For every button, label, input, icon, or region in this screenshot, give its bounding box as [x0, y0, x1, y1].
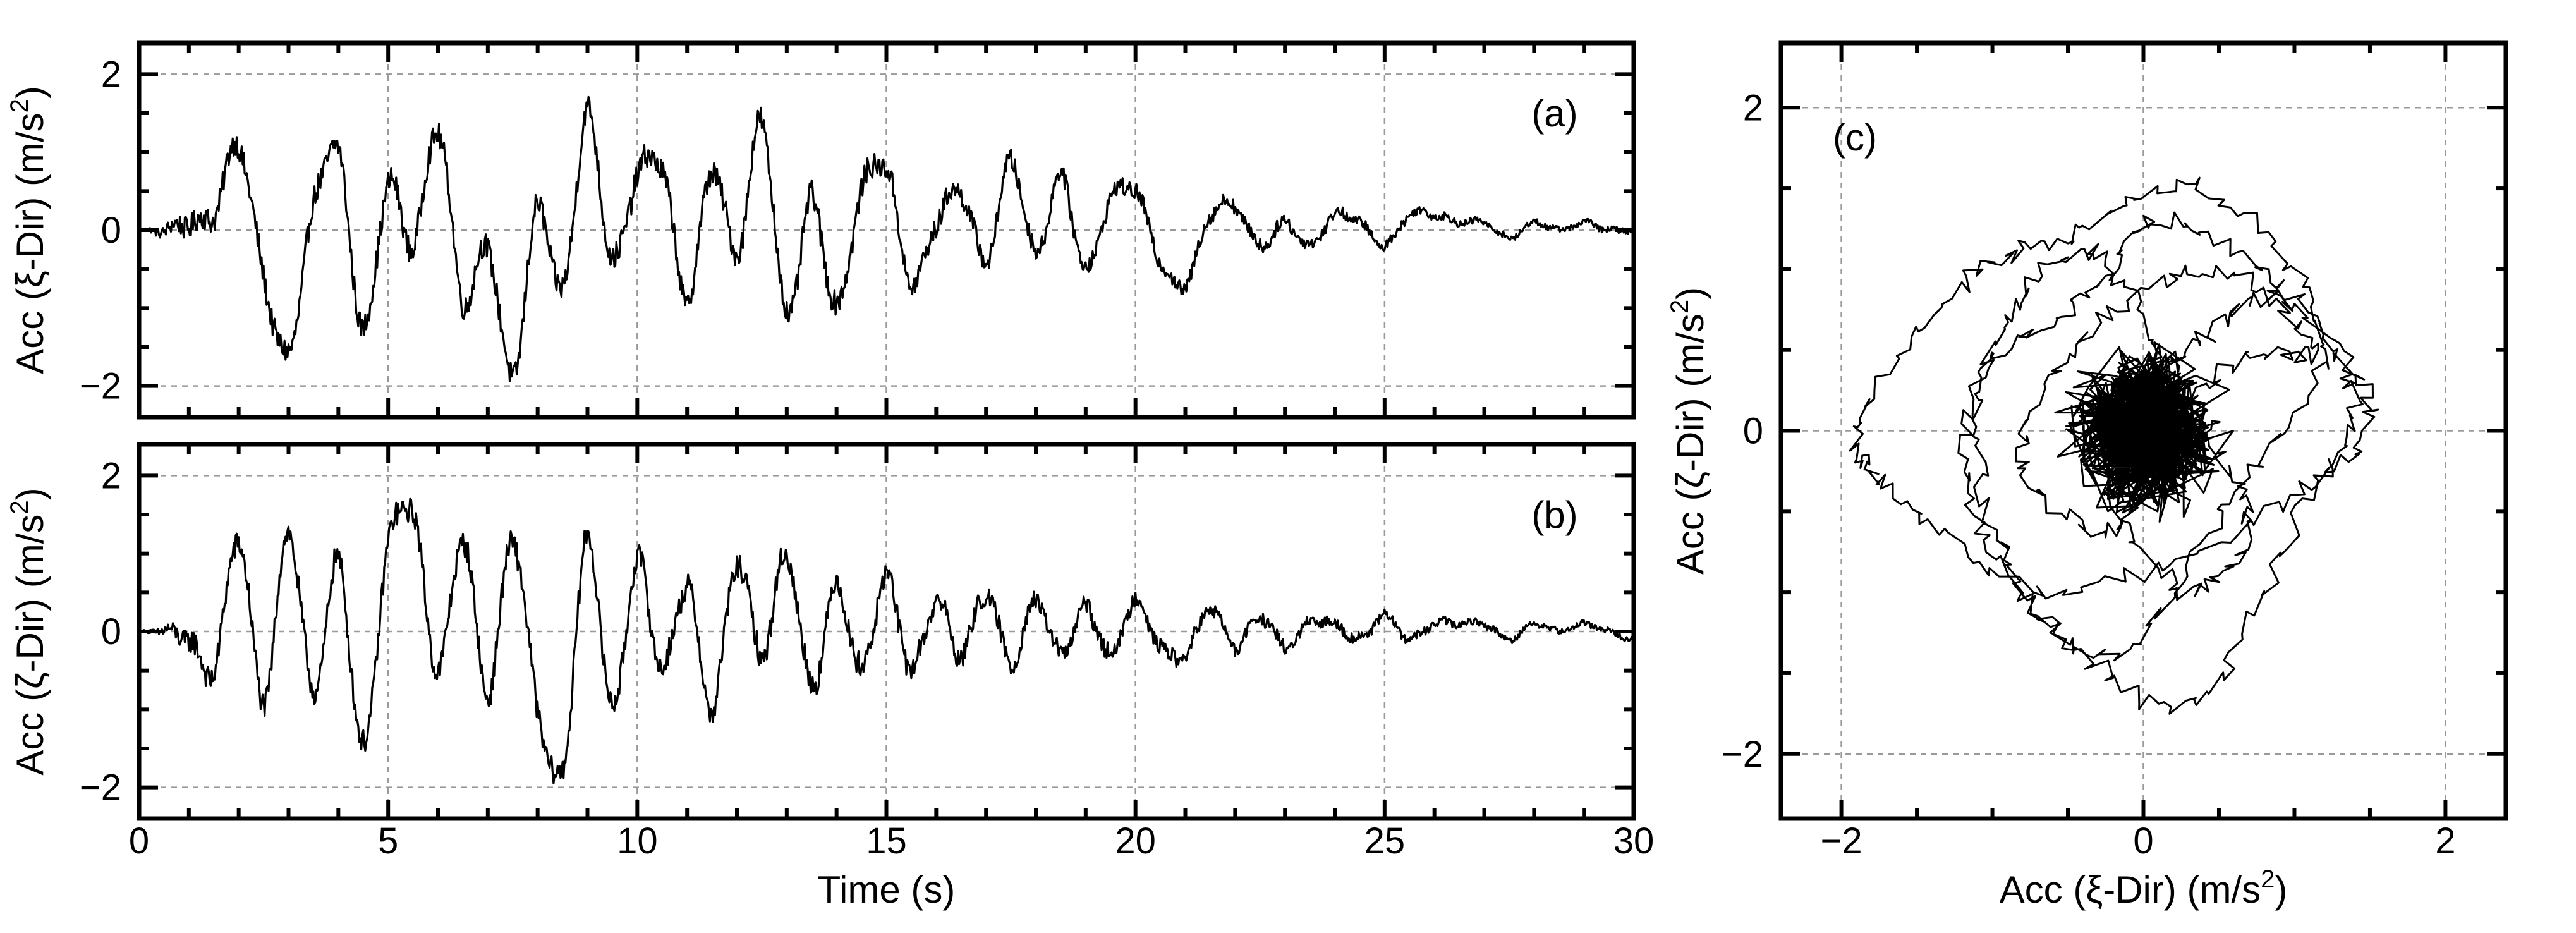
x-tick-label: 2: [2435, 820, 2455, 862]
y-axis-label: Acc (ξ-Dir) (m/s2): [6, 86, 51, 374]
x-tick-label: 0: [129, 820, 149, 862]
y-tick-label: −2: [80, 366, 121, 407]
x-tick-label: 5: [378, 820, 398, 862]
y-tick-label: 2: [1743, 87, 1763, 128]
y-tick-label: −2: [80, 767, 121, 808]
x-tick-label: 15: [866, 820, 907, 862]
panel-label: (b): [1531, 494, 1577, 536]
panel-a: −2 0 2 Acc (ξ-Dir) (m/s2) (a): [6, 40, 1636, 420]
y-tick-label: 0: [101, 210, 121, 251]
x-axis-label: Time (s): [818, 869, 956, 911]
y-axis-label: Acc (ζ-Dir) (m/s2): [1666, 287, 1711, 575]
x-tick-label: 0: [2133, 820, 2153, 862]
y-tick-label: 2: [101, 54, 121, 95]
panel-label: (a): [1531, 92, 1577, 135]
y-tick-label: −2: [1722, 734, 1763, 775]
series-line: [139, 497, 1634, 784]
plot-frame: [137, 442, 1636, 821]
x-tick-label: −2: [1821, 820, 1862, 862]
plot-frame: [137, 40, 1636, 420]
plot-frame: [1778, 40, 2508, 821]
y-tick-label: 2: [101, 455, 121, 496]
y-tick-label: 0: [101, 611, 121, 652]
panel-c: −2 0 2 −2 0 2 Acc (ξ-Dir) (m/s2) Acc (ζ-Dir) (m…: [1666, 40, 2508, 911]
y-tick-label: 0: [1743, 411, 1763, 452]
x-tick-label: 30: [1613, 820, 1655, 862]
series-line: [139, 95, 1634, 382]
x-tick-label: 20: [1115, 820, 1156, 862]
x-tick-label: 10: [617, 820, 658, 862]
panel-label: (c): [1833, 116, 1877, 159]
y-axis-label: Acc (ζ-Dir) (m/s2): [6, 487, 51, 775]
orbit-line: [1849, 176, 2379, 715]
x-axis-label: Acc (ξ-Dir) (m/s2): [2000, 865, 2288, 911]
x-tick-label: 25: [1364, 820, 1406, 862]
